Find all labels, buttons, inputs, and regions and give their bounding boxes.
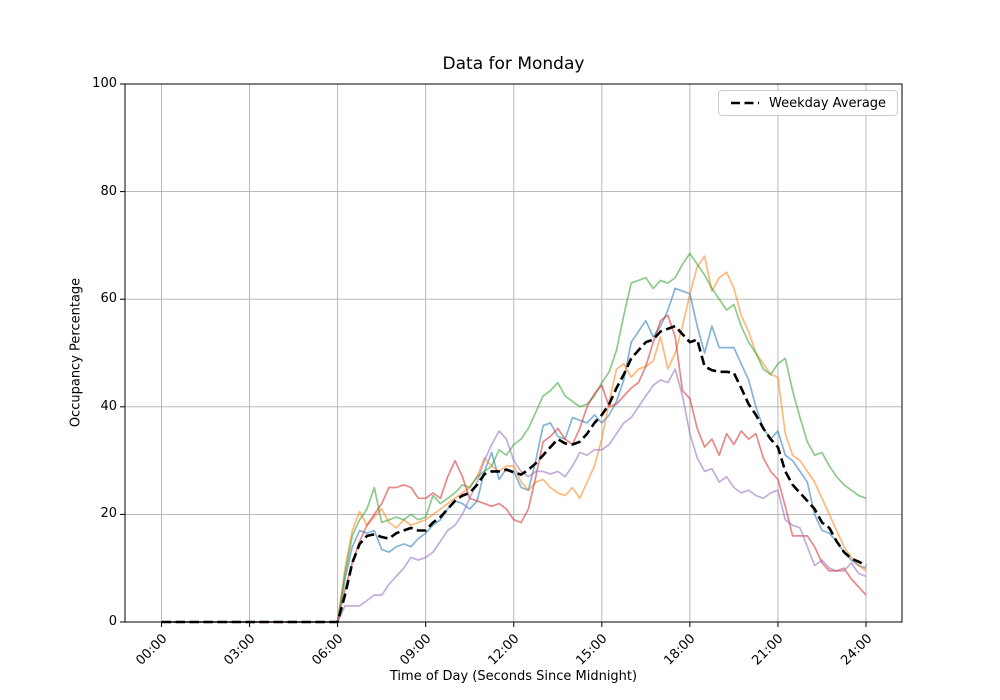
y-axis-label: Occupancy Percentage bbox=[68, 277, 84, 428]
y-tick-label-40: 40 bbox=[100, 398, 117, 414]
chart-title: Data for Monday bbox=[442, 54, 585, 74]
x-axis-label: Time of Day (Seconds Since Midnight) bbox=[389, 669, 638, 684]
legend-dash-sample bbox=[731, 101, 759, 105]
y-tick-label-80: 80 bbox=[100, 183, 117, 199]
y-tick-label-100: 100 bbox=[92, 76, 117, 91]
y-tick-label-0: 0 bbox=[108, 614, 117, 629]
legend-label: Weekday Average bbox=[769, 95, 887, 111]
legend: Weekday Average bbox=[718, 90, 899, 116]
y-tick-label-60: 60 bbox=[100, 291, 117, 307]
y-tick-label-20: 20 bbox=[100, 506, 117, 522]
